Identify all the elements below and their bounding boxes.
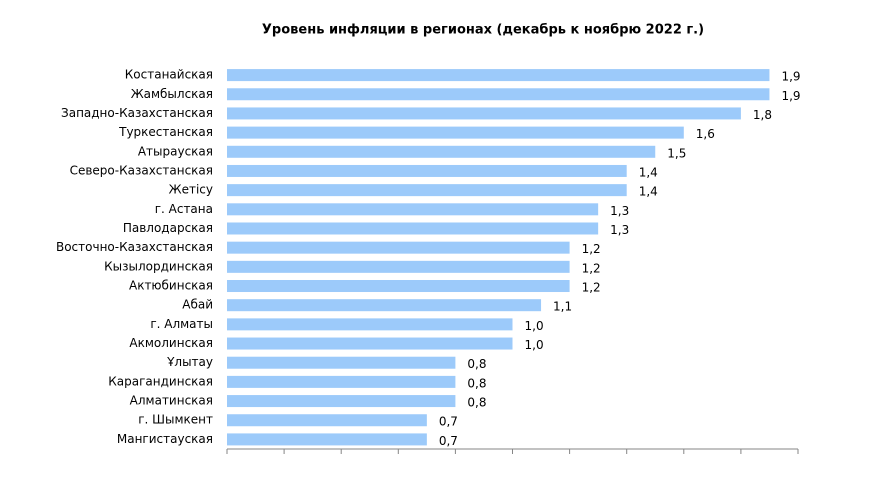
category-label: Костанайская [125, 68, 213, 82]
category-label: Северо-Казахстанская [70, 163, 213, 177]
category-label: г. Шымкент [138, 413, 213, 427]
bar [227, 69, 770, 82]
bar [227, 280, 570, 293]
category-label: Атырауская [138, 144, 213, 158]
bar [227, 88, 770, 101]
bar [227, 164, 627, 177]
bar [227, 337, 513, 350]
category-label: Туркестанская [118, 125, 213, 139]
bar [227, 184, 627, 197]
category-label: Западно-Казахстанская [61, 106, 213, 120]
category-label: Восточно-Казахстанская [56, 240, 213, 254]
category-label: Алматинская [130, 394, 213, 408]
value-label: 0,8 [467, 357, 486, 371]
bar [227, 414, 427, 427]
value-label: 1,2 [582, 261, 601, 275]
value-label: 1,0 [525, 319, 544, 333]
bar [227, 203, 599, 216]
bar [227, 318, 513, 331]
value-label: 1,1 [553, 300, 572, 314]
value-label: 1,5 [667, 146, 686, 160]
category-label: Кызылординская [104, 259, 213, 273]
category-label: Актюбинская [129, 279, 213, 293]
value-label: 1,0 [525, 338, 544, 352]
category-label: Мангистауская [117, 432, 213, 446]
category-label: Павлодарская [123, 221, 213, 235]
bar [227, 241, 570, 254]
value-label: 1,4 [639, 185, 658, 199]
bar [227, 433, 427, 446]
category-label: Акмолинская [129, 336, 213, 350]
value-label: 0,7 [439, 434, 458, 448]
value-label: 1,9 [781, 89, 800, 103]
bar [227, 299, 542, 312]
category-label: Абай [182, 298, 213, 312]
category-label: Жамбылская [131, 87, 213, 101]
value-label: 0,8 [467, 376, 486, 390]
value-label: 0,8 [467, 396, 486, 410]
category-label: Ұлытау [166, 355, 213, 369]
category-label: г. Астана [155, 202, 213, 216]
value-label: 1,3 [610, 223, 629, 237]
value-label: 1,3 [610, 204, 629, 218]
value-label: 1,2 [582, 242, 601, 256]
bar [227, 395, 456, 408]
bar [227, 356, 456, 369]
chart-title: Уровень инфляции в регионах (декабрь к н… [262, 23, 704, 38]
category-label: Карагандинская [108, 374, 213, 388]
value-label: 1,2 [582, 281, 601, 295]
value-label: 1,4 [639, 165, 658, 179]
category-label: Жетісу [169, 183, 213, 197]
bar [227, 126, 684, 139]
bar [227, 260, 570, 273]
value-label: 1,9 [781, 70, 800, 84]
value-label: 1,8 [753, 108, 772, 122]
bar [227, 145, 656, 158]
value-label: 0,7 [439, 415, 458, 429]
bar [227, 375, 456, 388]
value-label: 1,6 [696, 127, 715, 141]
bar [227, 107, 741, 120]
bar [227, 222, 599, 235]
category-label: г. Алматы [150, 317, 213, 331]
